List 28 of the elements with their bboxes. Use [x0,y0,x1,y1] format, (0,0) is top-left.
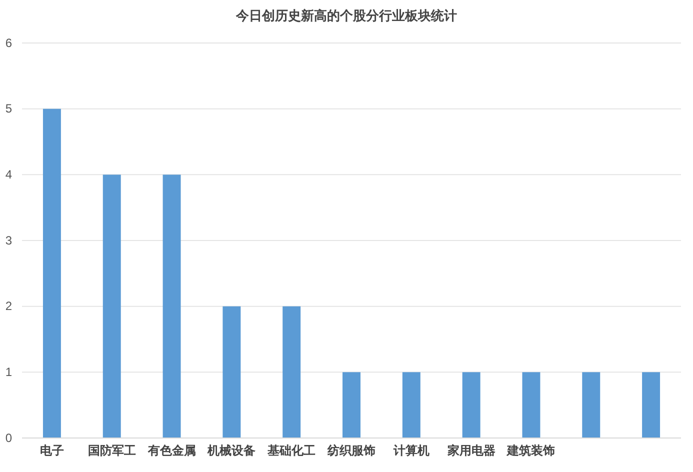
bar [342,372,360,438]
x-tick-label: 电子 [40,444,64,458]
x-tick-label: 计算机 [392,444,430,458]
y-tick-label: 0 [5,430,12,445]
bar [522,372,540,438]
bar [462,372,480,438]
bar [282,306,301,438]
bar [162,174,181,438]
bar [102,174,121,438]
x-tick-label: 基础化工 [266,444,316,458]
x-tick-label: 国防军工 [88,444,136,458]
bar [582,372,600,438]
bar [222,306,241,438]
y-tick-label: 1 [5,365,12,380]
y-tick-label: 4 [5,168,12,182]
x-tick-label: 家用电器 [446,444,496,458]
y-tick-label: 6 [5,36,12,50]
x-tick-label: 有色金属 [146,444,196,458]
y-tick-label: 5 [5,102,12,116]
chart-title: 今日创历史新高的个股分行业板块统计 [235,8,457,24]
x-tick-label: 建筑装饰 [506,444,556,458]
bar [402,372,420,438]
x-tick-label: 纺织服饰 [326,444,376,458]
bar [42,108,61,438]
y-tick-label: 2 [5,299,12,314]
x-tick-label: 机械设备 [206,444,256,458]
y-tick-label: 3 [5,233,12,248]
bar [642,372,660,438]
